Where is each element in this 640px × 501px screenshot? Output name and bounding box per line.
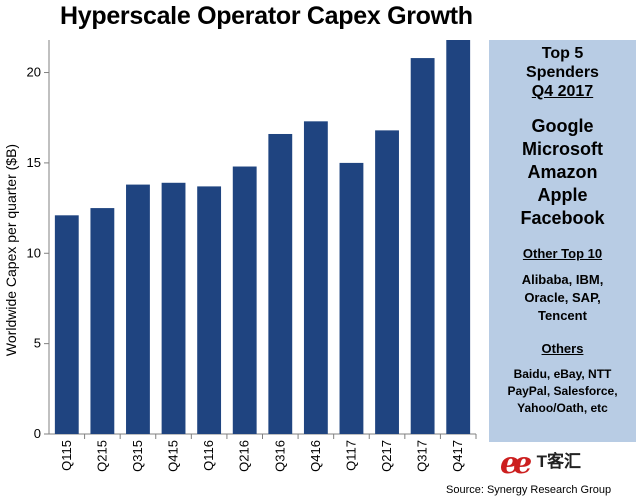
bar-q317 — [410, 58, 435, 434]
bar-q316 — [268, 133, 293, 435]
x-tick-label: Q317 — [415, 440, 430, 472]
panel-heading: Top 5 Spenders Q4 2017 — [526, 45, 599, 100]
bar-q415 — [161, 182, 186, 434]
y-tick-label: 5 — [34, 336, 41, 351]
top-spenders-panel: Top 5 Spenders Q4 2017 Google Microsoft … — [489, 40, 636, 442]
y-tick-labels: 0 5 10 15 20 — [27, 65, 41, 441]
source-note: Source: Synergy Research Group — [446, 484, 612, 496]
list-item: Apple — [537, 185, 588, 205]
x-tick-label: Q117 — [343, 440, 358, 471]
top5-list: Google Microsoft Amazon Apple Facebook — [489, 115, 636, 230]
x-tick-label: Q217 — [379, 440, 394, 472]
watermark-logo: ee T客汇 — [500, 446, 581, 481]
x-tick-label: Q417 — [450, 440, 465, 472]
bar-chart: Q115 Q215 Q315 Q415 Q116 Q216 Q316 Q416 Q117 Q217… — [3, 40, 477, 472]
others-list: Baidu, eBay, NTT PayPal, Salesforce, Yah… — [507, 367, 618, 415]
y-tick-label: 20 — [27, 65, 41, 80]
list-item: Microsoft — [522, 139, 603, 159]
others-heading: Others — [541, 341, 584, 356]
x-tick-label: Q415 — [166, 440, 181, 472]
other-top10-heading: Other Top 10 — [522, 246, 603, 261]
bar-q215 — [90, 208, 115, 434]
y-tick-label: 0 — [34, 426, 41, 441]
bar-q216 — [232, 166, 257, 434]
x-tick-label: Q315 — [130, 440, 145, 472]
list-item: Amazon — [527, 162, 598, 182]
bar-q115 — [54, 215, 79, 434]
bar-q417 — [446, 40, 471, 434]
bar-q315 — [126, 184, 150, 434]
logo-brand: T客汇 — [536, 452, 582, 471]
list-item: Google — [531, 116, 594, 136]
y-axis-label: Worldwide Capex per quarter ($B) — [3, 144, 19, 356]
chart-axes — [44, 40, 477, 439]
bar-q217 — [375, 130, 399, 434]
bar-q117 — [339, 162, 364, 434]
chart-title: Hyperscale Operator Capex Growth — [60, 2, 473, 30]
other-top10-list: Alibaba, IBM, Oracle, SAP, Tencent — [521, 272, 604, 323]
y-tick-label: 10 — [27, 245, 41, 260]
y-tick-label: 15 — [27, 155, 41, 170]
x-tick-labels: Q115 Q215 Q315 Q415 Q116 Q216 Q316 Q416 Q117 Q217… — [59, 440, 465, 472]
x-tick-label: Q316 — [272, 440, 287, 472]
x-tick-label: Q215 — [94, 440, 109, 472]
bar-q116 — [197, 186, 222, 434]
x-tick-label: Q216 — [237, 440, 252, 472]
chart-bars — [54, 40, 471, 435]
list-item: Facebook — [520, 208, 605, 228]
x-tick-label: Q116 — [201, 440, 216, 471]
x-tick-label: Q115 — [59, 440, 74, 471]
logo-mark-icon: ee — [500, 446, 532, 481]
x-tick-label: Q416 — [308, 440, 323, 472]
bar-q416 — [303, 121, 328, 435]
